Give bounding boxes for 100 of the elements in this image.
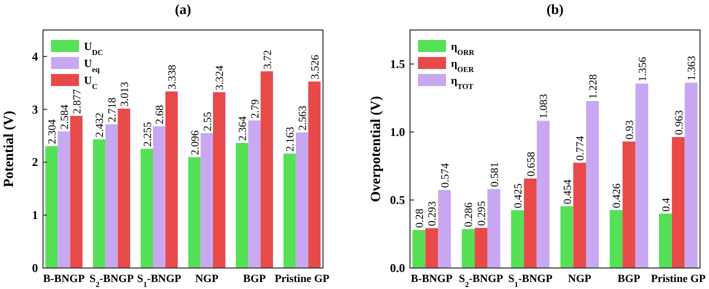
data-label: 3.013: [118, 81, 131, 107]
x-tick-label: NGP: [568, 273, 592, 285]
bar: [474, 228, 488, 268]
x-tick-label: B-BNGP: [410, 273, 453, 285]
bar: [635, 84, 648, 268]
data-label: 2.432: [94, 112, 106, 138]
bar: [659, 214, 672, 268]
x-tick-label: BGP: [243, 273, 266, 285]
bar: [684, 82, 698, 268]
data-label: 3.338: [166, 64, 179, 90]
data-label: 0.286: [463, 202, 476, 228]
bar: [93, 139, 106, 268]
bar: [213, 92, 226, 268]
data-label: 1.228: [587, 74, 600, 99]
data-label: 1.356: [636, 56, 649, 82]
bar: [308, 82, 321, 268]
bar: [153, 126, 166, 268]
data-label: 2.255: [142, 121, 154, 147]
data-label: 3.324: [214, 64, 226, 90]
legend-label: η$_{TOT}$: [451, 75, 474, 90]
data-label: 2.563: [297, 105, 310, 130]
x-tick-label: S$_{1}$-BNGP: [508, 273, 553, 288]
legend-label: U$_{C}$: [84, 75, 98, 90]
bar: [412, 230, 426, 268]
data-label: 2.718: [106, 97, 119, 122]
data-label: 2.877: [71, 88, 84, 114]
y-tick-label: 1: [32, 208, 38, 222]
bar: [260, 71, 273, 268]
data-label: 2.55: [202, 111, 214, 132]
legend-label: η$_{OER}$: [451, 58, 474, 74]
x-tick-label: Pristine GP: [650, 273, 706, 285]
data-label: 0.658: [525, 151, 538, 177]
data-label: 2.163: [284, 126, 297, 152]
data-label: 2.68: [154, 104, 166, 124]
bar: [524, 178, 537, 268]
x-tick-label: Pristine GP: [274, 273, 330, 285]
bar: [511, 210, 524, 268]
data-label: 3.72: [262, 50, 274, 70]
x-tick-label: NGP: [195, 273, 219, 285]
bar: [105, 124, 118, 268]
data-label: 2.304: [46, 118, 59, 144]
y-tick-label: 3: [32, 102, 38, 116]
x-tick-label: B-BNGP: [43, 273, 86, 285]
bar: [536, 120, 550, 268]
bar: [586, 100, 599, 268]
bar: [672, 137, 685, 268]
y-tick-label: 2: [32, 155, 38, 170]
data-label: 2.79: [249, 98, 262, 118]
data-label: 0.574: [440, 162, 452, 188]
data-label: 0.454: [562, 179, 574, 204]
data-label: 0.295: [476, 200, 488, 226]
data-label: 0.581: [488, 162, 501, 187]
bar: [236, 142, 248, 268]
chart-title: (a): [174, 3, 192, 18]
bar: [296, 132, 308, 268]
bar: [188, 157, 201, 268]
bar: [58, 131, 70, 268]
data-label: 2.364: [237, 116, 250, 141]
data-label: 0.28: [414, 208, 426, 228]
bar: [560, 206, 574, 268]
bar: [140, 148, 153, 268]
y-axis-title: Potential (V): [2, 110, 17, 188]
legend-label: U$_{DC}$: [84, 41, 104, 56]
legend-label: η$_{ORR}$: [451, 41, 475, 56]
data-label: 2.096: [189, 130, 202, 156]
data-label: 2.584: [58, 104, 71, 130]
x-tick-label: S$_{2}$-BNGP: [89, 273, 134, 288]
bar: [283, 154, 296, 268]
bar: [118, 108, 130, 268]
legend-label: U$_{eq}$: [84, 58, 100, 74]
bar: [487, 188, 500, 268]
data-label: 1.083: [538, 93, 550, 119]
y-tick-label: 0.0: [390, 261, 405, 275]
bar: [573, 162, 586, 268]
data-label: 3.526: [309, 54, 322, 80]
bar: [438, 190, 451, 268]
x-tick-label: BGP: [618, 273, 641, 285]
y-tick-label: 1.5: [390, 57, 405, 71]
data-label: 0.4: [660, 197, 672, 212]
bar: [425, 228, 438, 268]
data-label: 0.426: [611, 182, 624, 208]
bar: [70, 116, 83, 268]
data-label: 0.425: [512, 182, 525, 208]
bar: [45, 146, 58, 268]
bar: [248, 120, 261, 268]
bar: [622, 142, 636, 268]
y-tick-label: 0: [32, 261, 38, 275]
bar: [462, 229, 475, 268]
x-tick-label: S$_{1}$-BNGP: [137, 273, 182, 288]
y-tick-label: 0.5: [390, 193, 405, 207]
bar: [200, 133, 213, 268]
chart-title: (b): [546, 3, 564, 18]
data-label: 1.363: [686, 55, 698, 81]
y-tick-label: 4: [32, 49, 38, 64]
x-tick-label: S$_{2}$-BNGP: [458, 273, 504, 288]
bar: [165, 91, 178, 268]
data-label: 0.963: [673, 110, 686, 136]
data-label: 0.774: [574, 135, 587, 161]
data-label: 0.293: [426, 200, 439, 226]
data-label: 0.93: [624, 120, 636, 140]
